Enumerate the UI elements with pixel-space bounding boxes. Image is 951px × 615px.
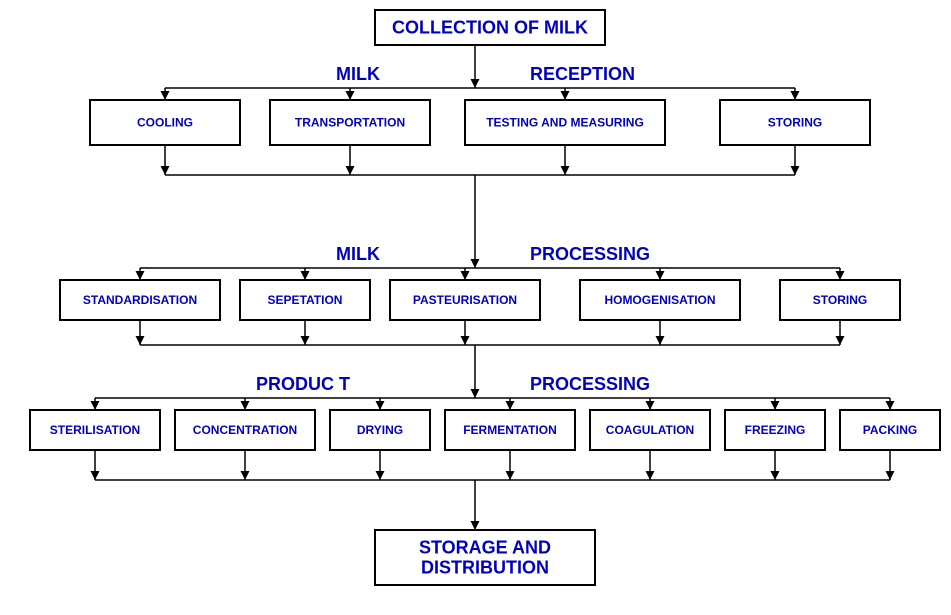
section-right-product: PROCESSING (530, 374, 650, 394)
label-packing: PACKING (863, 423, 917, 437)
label-pasteurisation: PASTEURISATION (413, 293, 517, 307)
label-freezing: FREEZING (745, 423, 806, 437)
label-standardisation: STANDARDISATION (83, 293, 197, 307)
label-coagulation: COAGULATION (606, 423, 694, 437)
label-homogenisation: HOMOGENISATION (604, 293, 715, 307)
label-testing: TESTING AND MEASURING (486, 116, 644, 130)
section-left-reception: MILK (336, 64, 380, 84)
top-label: COLLECTION OF MILK (392, 17, 588, 37)
section-left-product: PRODUC T (256, 374, 350, 394)
label-concentration: CONCENTRATION (193, 423, 297, 437)
label-sepetation: SEPETATION (268, 293, 343, 307)
label-drying: DRYING (357, 423, 403, 437)
bottom-line2: DISTRIBUTION (421, 557, 549, 577)
section-right-reception: RECEPTION (530, 64, 635, 84)
bottom-line1: STORAGE AND (419, 537, 551, 557)
section-left-processing: MILK (336, 244, 380, 264)
label-storing1: STORING (768, 116, 822, 130)
label-cooling: COOLING (137, 116, 193, 130)
section-right-processing: PROCESSING (530, 244, 650, 264)
label-sterilisation: STERILISATION (50, 423, 140, 437)
label-storing2: STORING (813, 293, 867, 307)
label-transportation: TRANSPORTATION (295, 116, 405, 130)
label-fermentation: FERMENTATION (463, 423, 557, 437)
